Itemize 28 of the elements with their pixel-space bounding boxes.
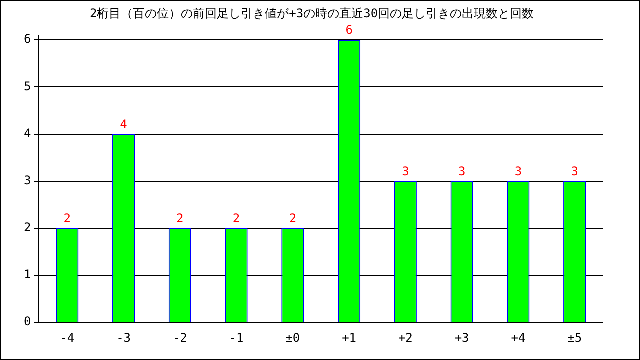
- data-label: 3: [402, 164, 410, 178]
- data-label: 2: [289, 212, 297, 226]
- data-label: 4: [120, 117, 128, 132]
- data-label: 3: [514, 164, 522, 178]
- x-tick-label: -1: [229, 330, 244, 345]
- y-tick-label: 5: [24, 79, 32, 94]
- x-tick-label: ±5: [568, 330, 582, 345]
- x-tick-label: +3: [454, 330, 470, 345]
- x-tick-label: +2: [398, 330, 413, 345]
- x-tick-label: +1: [342, 330, 357, 345]
- data-label: 6: [346, 23, 353, 38]
- data-label: 2: [64, 212, 72, 226]
- data-label: 3: [571, 164, 578, 178]
- x-tick-label: -2: [172, 330, 188, 345]
- y-tick-label: 6: [24, 32, 32, 46]
- x-tick-label: -3: [116, 330, 132, 345]
- x-tick-label: +4: [511, 330, 526, 345]
- chart-title: 2桁目（百の位）の前回足し引き値が+3の時の直近30回の足し引きの出現数と回数: [90, 6, 534, 20]
- x-tick-label: ±0: [286, 330, 300, 345]
- y-tick-label: 4: [24, 126, 32, 140]
- y-tick-label: 1: [24, 268, 32, 282]
- x-tick-label: -4: [60, 330, 75, 345]
- y-tick-label: 0: [24, 314, 32, 329]
- data-label: 2: [176, 212, 184, 226]
- data-label: 3: [458, 164, 466, 178]
- y-tick-label: 2: [24, 220, 32, 235]
- data-label: 2: [232, 212, 240, 226]
- y-tick-label: 3: [24, 173, 32, 188]
